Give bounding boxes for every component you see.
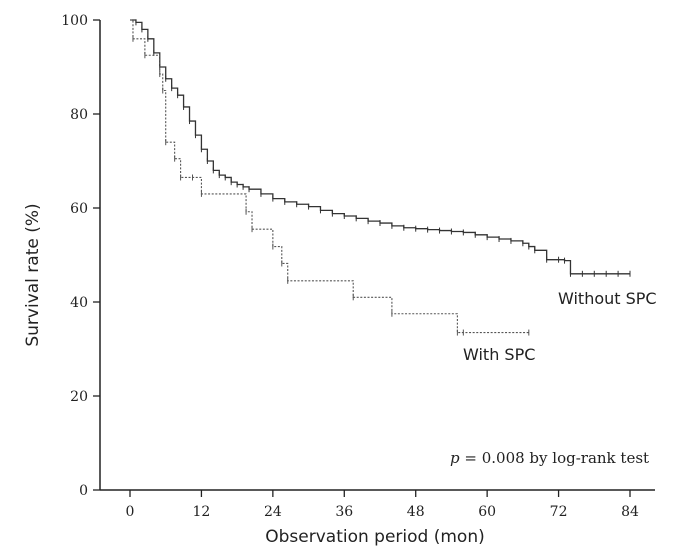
x-tick-label: 84 [621,504,639,520]
series-line-with-spc [130,19,529,334]
series-line-without-spc [130,19,630,275]
x-axis-title: Observation period (mon) [265,527,484,547]
y-tick-label: 20 [70,389,88,405]
series-label-with-spc: With SPC [463,345,535,364]
y-tick-label: 0 [79,483,88,499]
p-value-text: = 0.008 by log-rank test [464,449,649,467]
series-layer [130,19,631,336]
y-tick-label: 80 [70,107,88,123]
logrank-annotation: p = 0.008 by log-rank test [450,449,649,467]
p-value-symbol: p [450,449,460,467]
x-tick-label: 72 [550,504,568,520]
x-tick-label: 36 [335,504,353,520]
series-label-without-spc: Without SPC [558,289,657,308]
y-tick-label: 40 [70,295,88,311]
x-tick-label: 12 [193,504,211,520]
axes: 0 20 40 60 80 100 0 12 24 36 48 60 72 84 [61,13,655,520]
y-axis-title: Survival rate (%) [23,203,43,346]
x-tick-label: 0 [126,504,135,520]
y-tick-label: 100 [61,13,88,29]
y-tick-label: 60 [70,201,88,217]
x-tick-label: 48 [407,504,425,520]
x-tick-label: 60 [478,504,496,520]
x-tick-label: 24 [264,504,282,520]
